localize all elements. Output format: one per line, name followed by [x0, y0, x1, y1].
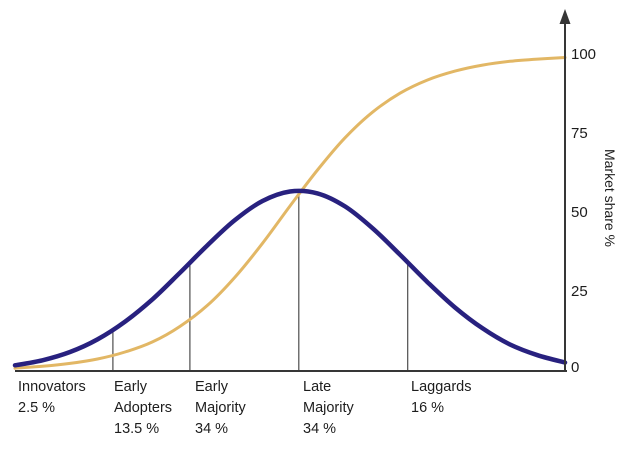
y-axis-title: Market share %: [602, 149, 618, 247]
segment-name: Adopters: [114, 400, 172, 416]
segment-label-early-majority: Early Majority 34 %: [195, 379, 247, 437]
segment-share: 16 %: [411, 400, 444, 416]
segment-share: 34 %: [303, 421, 336, 437]
segment-name: Majority: [195, 400, 247, 416]
segment-label-laggards: Laggards 16 %: [411, 379, 471, 416]
segment-name: Early: [114, 379, 148, 395]
segment-share: 13.5 %: [114, 421, 159, 437]
y-tick-0: 0: [571, 359, 579, 376]
segment-label-late-majority: Late Majority 34 %: [303, 379, 355, 437]
segment-label-innovators: Innovators 2.5 %: [18, 379, 86, 416]
segment-label-early-adopters: Early Adopters 13.5 %: [114, 379, 172, 437]
segment-name: Late: [303, 379, 331, 395]
bell-curve-path: [12, 188, 568, 368]
segment-name: Majority: [303, 400, 355, 416]
s-curve-path: [13, 56, 567, 370]
y-tick-50: 50: [571, 204, 588, 221]
segment-name: Laggards: [411, 379, 471, 395]
y-axis-arrowhead-icon: [559, 9, 571, 24]
segment-dividers: [112, 193, 409, 371]
segment-name: Early: [195, 379, 229, 395]
segment-share: 2.5 %: [18, 400, 55, 416]
y-tick-100: 100: [571, 46, 596, 63]
y-tick-25: 25: [571, 283, 588, 300]
segment-share: 34 %: [195, 421, 228, 437]
y-tick-75: 75: [571, 125, 588, 142]
segment-name: Innovators: [18, 379, 86, 395]
